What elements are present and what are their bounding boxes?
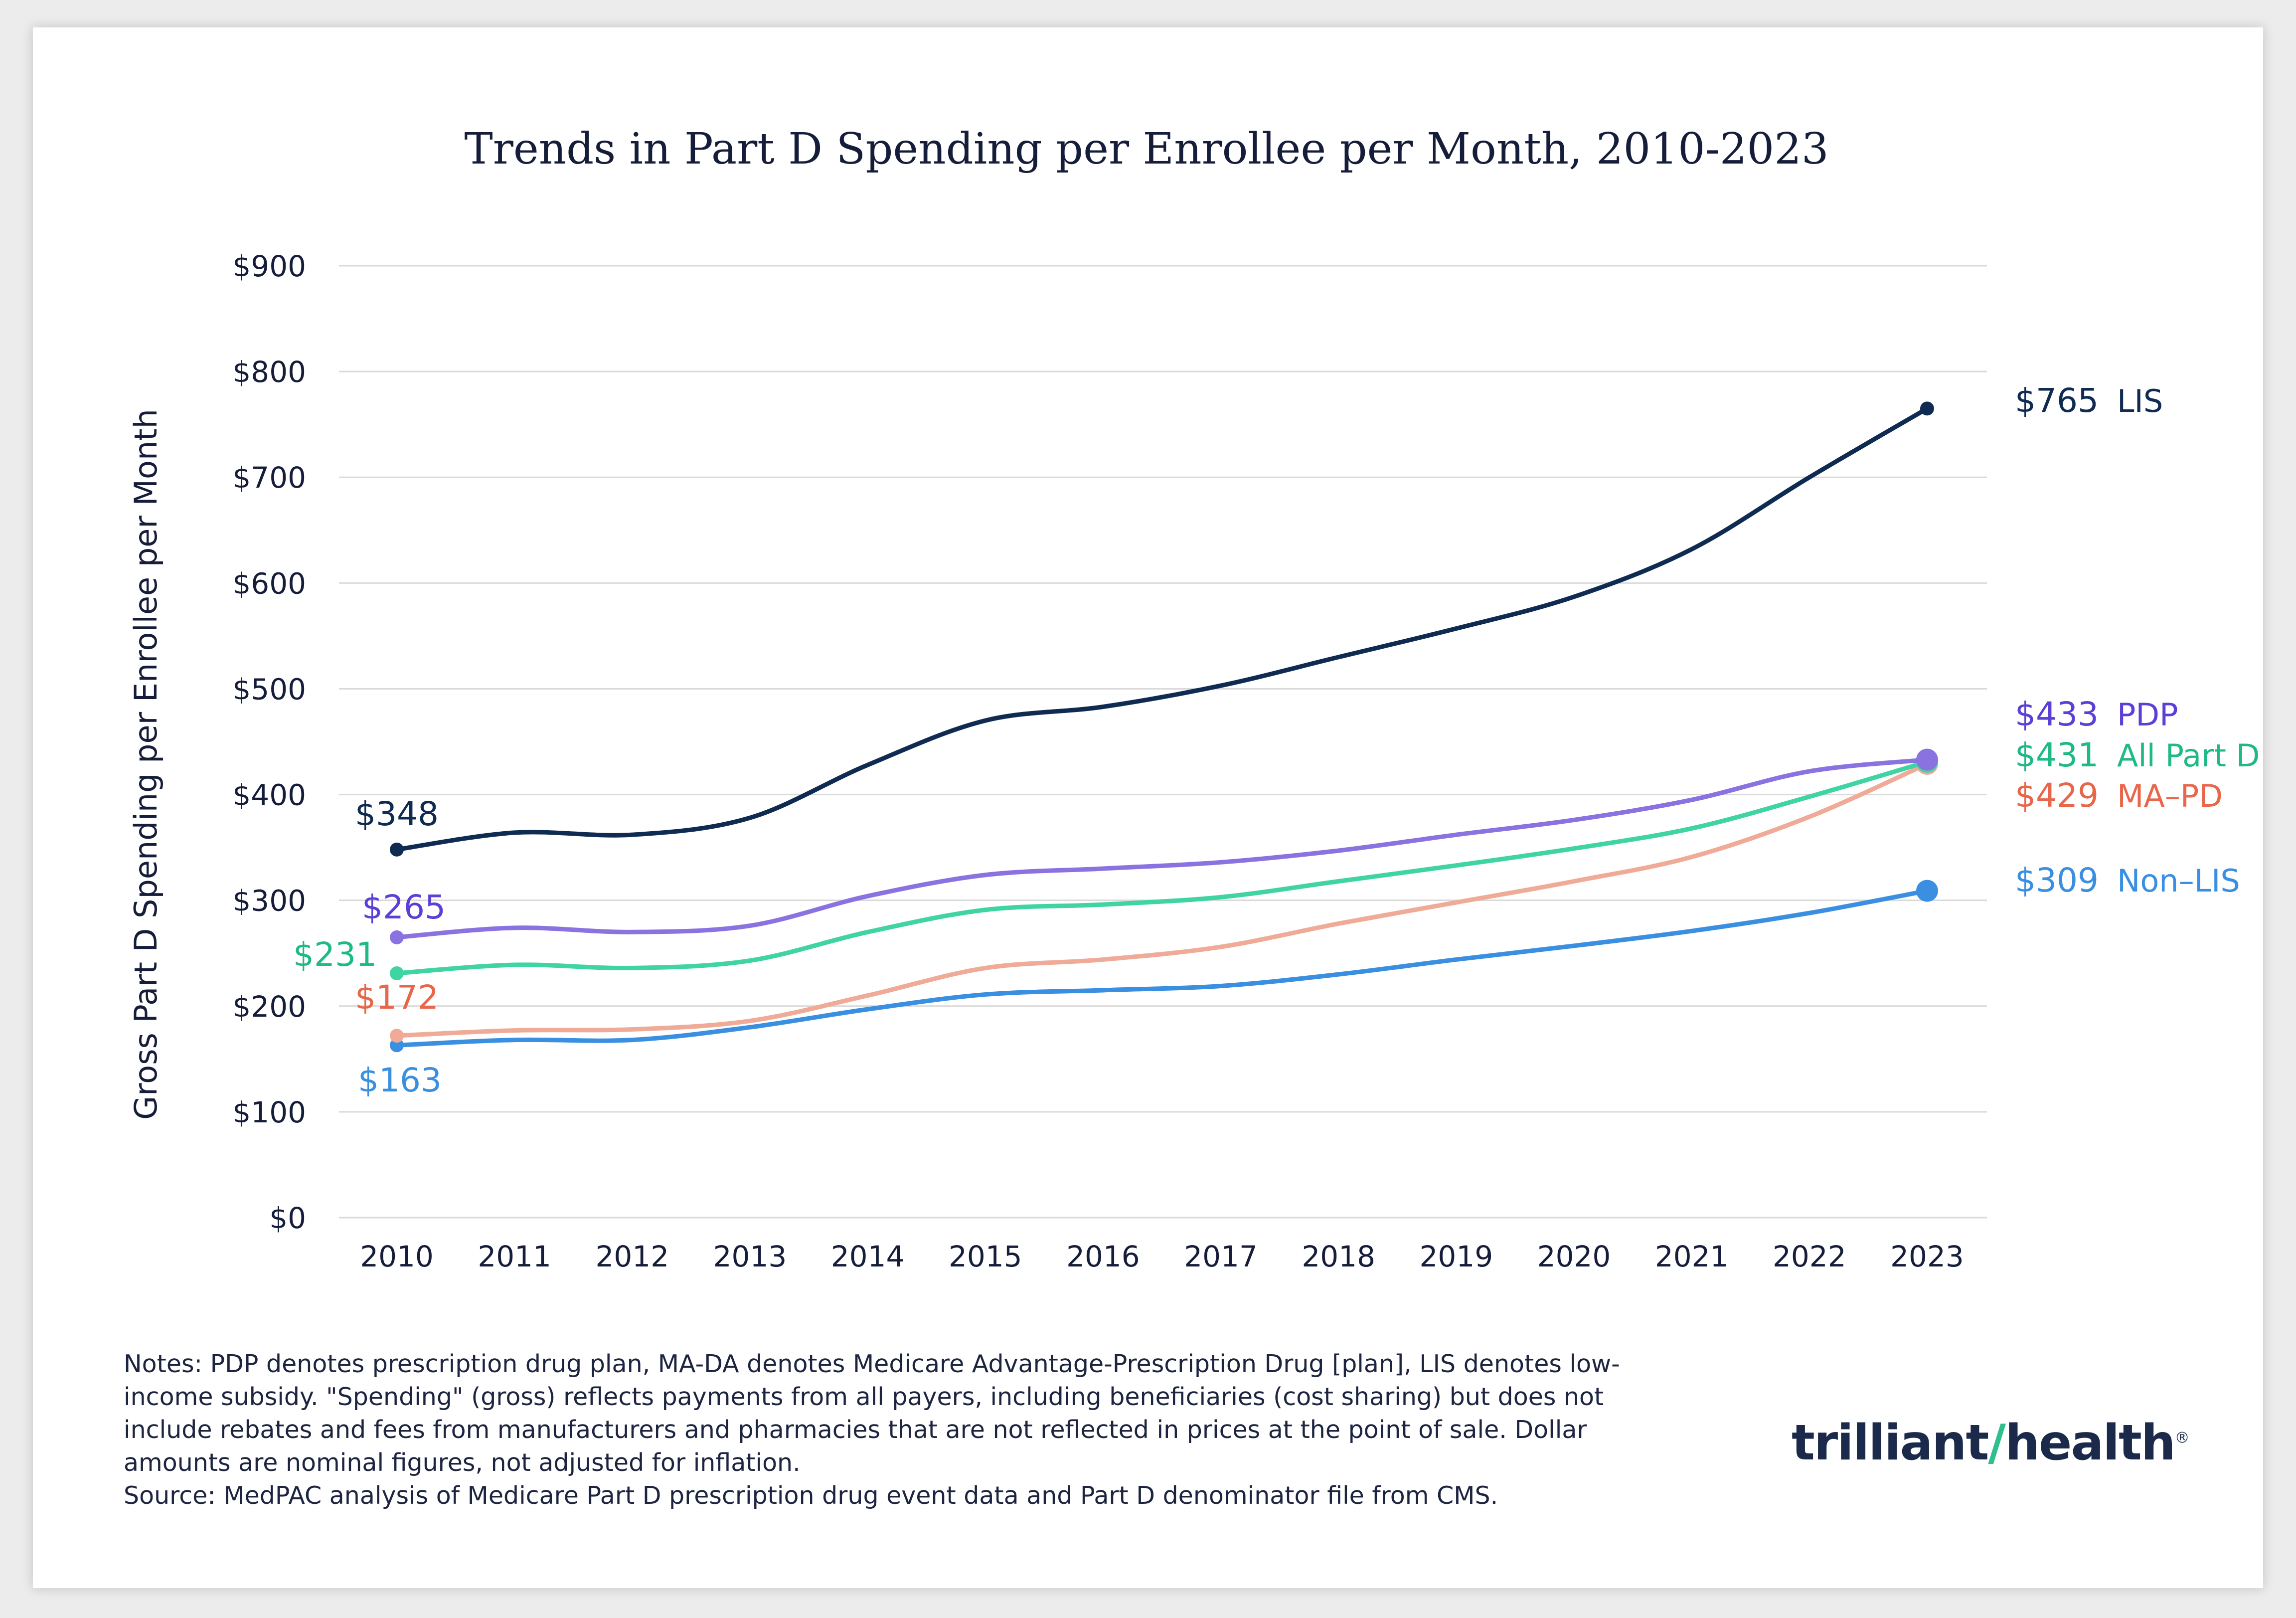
notes-line-1: Notes: PDP denotes prescription drug pla…	[124, 1350, 1620, 1378]
series-lines	[390, 401, 1938, 1053]
chart-title: Trends in Part D Spending per Enrollee p…	[464, 124, 1828, 174]
x-tick-label-2018: 2018	[1302, 1240, 1375, 1273]
x-tick-label-2019: 2019	[1420, 1240, 1493, 1273]
notes-source: Source: MedPAC analysis of Medicare Part…	[124, 1481, 1498, 1510]
x-tick-label-2020: 2020	[1537, 1240, 1611, 1273]
y-tick-label: $900	[232, 249, 306, 283]
x-tick-label-2012: 2012	[595, 1240, 669, 1273]
y-axis-ticks: $0 $100 $200 $300 $400 $500 $600 $700 $800 $900	[232, 249, 306, 1235]
x-tick-label-2017: 2017	[1184, 1240, 1258, 1273]
series-line-lis	[394, 406, 1930, 852]
y-tick-label: $100	[232, 1095, 306, 1129]
point-lis-2010	[390, 842, 404, 857]
y-tick-label: $400	[232, 778, 306, 812]
series-labels: $348 $765 LIS $265 $433 PDP $231 $431 All Part D…	[293, 381, 2260, 1099]
start-label-pdp: $265	[362, 888, 446, 926]
point-pdp-2023	[1916, 748, 1938, 771]
notes: Notes: PDP denotes prescription drug pla…	[124, 1348, 1769, 1512]
series-line-mapd	[394, 761, 1930, 1038]
logo-text-trilliant: trilliant	[1792, 1415, 1989, 1471]
end-value-label-nonlis: $309	[2015, 861, 2099, 899]
x-tick-label-2011: 2011	[478, 1240, 551, 1273]
y-tick-label: $0	[269, 1201, 306, 1235]
x-tick-label-2016: 2016	[1066, 1240, 1140, 1273]
chart-card: Trends in Part D Spending per Enrollee p…	[33, 27, 2263, 1588]
start-label-nonlis: $163	[358, 1061, 442, 1099]
x-tick-label-2022: 2022	[1773, 1240, 1846, 1273]
end-value-label-pdp: $433	[2015, 695, 2099, 733]
y-axis-label: Gross Part D Spending per Enrollee per M…	[128, 409, 164, 1120]
end-series-name-pdp: PDP	[2117, 697, 2178, 733]
end-value-label-mapd: $429	[2015, 776, 2099, 815]
logo-text-health: health	[2005, 1415, 2176, 1471]
y-tick-label: $600	[232, 566, 306, 600]
start-label-mapd: $172	[355, 978, 439, 1017]
start-label-lis: $348	[355, 795, 439, 833]
x-tick-label-2013: 2013	[713, 1240, 787, 1273]
end-series-name-all: All Part D	[2117, 737, 2260, 774]
y-tick-label: $700	[232, 461, 306, 495]
series-line-pdp	[394, 757, 1930, 940]
point-pdp-2010	[390, 930, 404, 944]
end-series-name-mapd: MA–PD	[2117, 778, 2223, 814]
logo-registered-mark: ®	[2174, 1429, 2190, 1447]
notes-line-3: include rebates and fees from manufactur…	[124, 1416, 1587, 1444]
series-line-all	[394, 759, 1930, 976]
logo-mark: /	[1988, 1415, 2006, 1471]
start-label-all: $231	[293, 935, 377, 974]
end-series-name-nonlis: Non–LIS	[2117, 863, 2240, 899]
y-tick-label: $500	[232, 672, 306, 706]
x-tick-label-2015: 2015	[949, 1240, 1022, 1273]
y-tick-label: $200	[232, 990, 306, 1024]
x-tick-label-2010: 2010	[360, 1240, 434, 1273]
y-tick-label: $800	[232, 355, 306, 389]
x-tick-label-2014: 2014	[831, 1240, 905, 1273]
point-mapd-2010	[390, 1029, 404, 1043]
notes-line-4: amounts are nominal figures, not adjuste…	[124, 1448, 801, 1477]
x-tick-label-2021: 2021	[1655, 1240, 1729, 1273]
point-all-2010	[390, 966, 404, 981]
end-series-name-lis: LIS	[2117, 383, 2163, 419]
point-nonlis-2023	[1916, 880, 1938, 902]
x-axis-ticks: 2010 2011 2012 2013 2014 2015 2016 2017 2018 2019…	[360, 1240, 1964, 1273]
series-line-nonlis	[394, 889, 1930, 1048]
chart: Trends in Part D Spending per Enrollee p…	[128, 124, 2260, 1273]
point-lis-2023	[1920, 401, 1934, 416]
x-tick-label-2023: 2023	[1890, 1240, 1964, 1273]
trilliant-health-logo: trilliant/health®	[1792, 1415, 2190, 1471]
y-tick-label: $300	[232, 884, 306, 918]
gridlines	[339, 265, 1987, 1219]
end-value-label-all: $431	[2015, 736, 2099, 774]
end-value-label-lis: $765	[2015, 381, 2099, 420]
notes-line-2: income subsidy. "Spending" (gross) refle…	[124, 1383, 1604, 1411]
